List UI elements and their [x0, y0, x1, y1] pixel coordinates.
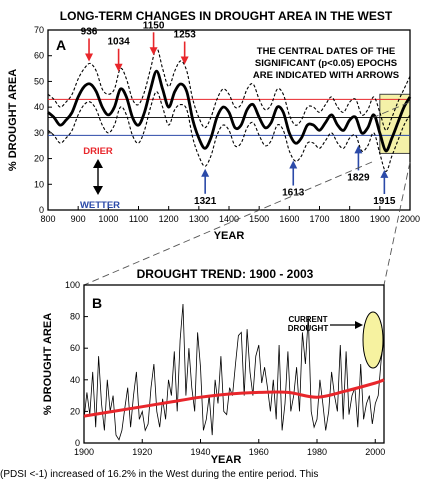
lower-confidence-band	[47, 91, 411, 172]
drought-trend-line	[83, 378, 385, 418]
panel-b-letter: B	[92, 295, 102, 311]
wetter-epoch-arrowhead	[354, 145, 363, 154]
epoch-note-line-2: SIGNIFICANT (p<0.05) EPOCHS	[255, 58, 397, 69]
panel-a-title: LONG-TERM CHANGES IN DROUGHT AREA IN THE…	[60, 9, 393, 23]
panel-a-y-tick-label: 70	[34, 25, 44, 35]
epoch-note-line-1: THE CENTRAL DATES OF THE	[257, 46, 395, 57]
drier-epoch-arrowhead	[149, 47, 158, 56]
figure-caption: (PDSI <-1) increased of 16.2% in the Wes…	[0, 469, 319, 480]
panel-b-y-tick-label: 80	[70, 312, 80, 322]
panel-b-y-tick-label: 60	[70, 343, 80, 353]
current-drought-label-line-1: CURRENT	[288, 315, 327, 324]
panel-b-title: DROUGHT TREND: 1900 - 2003	[137, 267, 314, 281]
panel-a-y-tick-label: 10	[34, 179, 44, 189]
panel-a-letter: A	[56, 37, 66, 53]
panel-b-x-tick-label: 1980	[307, 447, 327, 457]
wetter-epoch-label: 1613	[282, 188, 305, 199]
panel-b: 1900 1920 1940 1960 1980 2000 0 20 40 60 80 100 B C…	[42, 280, 385, 466]
panel-b-y-axis-label: % DROUGHT AREA	[42, 313, 54, 415]
panel-a-x-axis-label: YEAR	[214, 230, 245, 242]
panel-b-x-tick-label: 1940	[190, 447, 210, 457]
wetter-epoch-label: 1321	[194, 196, 217, 207]
wetter-epoch-arrowhead	[289, 160, 298, 169]
annual-drought-series	[83, 303, 385, 441]
panel-a: 800 900 1000 1100 1200 1300 1400 1500 1600 1700 18…	[7, 20, 420, 242]
panel-a-x-tick-label: 1700	[309, 214, 329, 224]
drier-epoch-label: 936	[81, 26, 98, 37]
drier-epoch-arrowhead	[114, 63, 123, 72]
panel-b-y-tick-label: 100	[65, 280, 80, 290]
panel-a-x-tick-label: 1500	[249, 214, 269, 224]
panel-a-x-tick-label: 900	[71, 214, 86, 224]
panel-a-x-tick-label: 1000	[98, 214, 118, 224]
wetter-epoch-arrowhead	[380, 169, 389, 178]
zoom-connector-right	[383, 161, 411, 286]
panel-a-y-tick-label: 60	[34, 51, 44, 61]
panel-b-x-tick-label: 1920	[132, 447, 152, 457]
panel-a-y-tick-label: 50	[34, 76, 44, 86]
current-drought-arrowhead	[355, 321, 363, 329]
panel-a-y-tick-label: 40	[34, 102, 44, 112]
current-drought-oval	[362, 311, 384, 369]
drier-arrowhead	[93, 159, 103, 168]
drier-epoch-label: 1150	[143, 20, 165, 31]
panel-a-x-tick-label: 1800	[340, 214, 360, 224]
wetter-epoch-label: 1915	[373, 196, 396, 207]
drier-epoch-label: 1253	[174, 30, 197, 41]
panel-b-y-tick-label: 20	[70, 406, 80, 416]
wetter-arrowhead	[93, 186, 103, 195]
panel-b-x-axis-label: YEAR	[211, 454, 242, 466]
panel-b-y-tick-label: 0	[75, 438, 80, 448]
panel-a-y-tick-label: 20	[34, 154, 44, 164]
panel-a-x-tick-label: 1200	[159, 214, 179, 224]
zoom-connector-top-left	[371, 101, 411, 119]
panel-a-x-tick-label: 1900	[370, 214, 390, 224]
panel-a-x-tick-label: 1300	[189, 214, 209, 224]
zoom-connector-left	[83, 161, 373, 286]
panel-a-y-tick-label: 30	[34, 128, 44, 138]
drier-epoch-label: 1034	[107, 37, 130, 48]
upper-confidence-band	[47, 47, 411, 131]
drier-label: DRIER	[83, 146, 113, 157]
wetter-epoch-arrowhead	[201, 168, 210, 177]
panel-a-y-tick-label: 0	[39, 205, 44, 215]
panel-a-x-tick-label: 800	[40, 214, 55, 224]
panel-b-y-tick-label: 40	[70, 375, 80, 385]
smoothed-drought-series	[47, 69, 412, 153]
drier-epoch-arrowhead	[180, 56, 189, 65]
drier-epoch-arrowhead	[85, 53, 94, 62]
panel-a-x-tick-label: 1600	[279, 214, 299, 224]
current-drought-label-line-2: DROUGHT	[288, 324, 329, 333]
epoch-note-line-3: ARE INDICATED WITH ARROWS	[253, 70, 399, 81]
panel-a-x-tick-label: 1100	[129, 214, 148, 224]
panel-b-x-tick-label: 1900	[74, 447, 94, 457]
panel-b-x-tick-label: 1960	[249, 447, 269, 457]
panel-b-frame	[83, 284, 385, 444]
panel-a-y-axis-label: % DROUGHT AREA	[7, 69, 19, 171]
wetter-epoch-label: 1829	[347, 172, 370, 183]
panel-b-x-tick-label: 2000	[365, 447, 385, 457]
panel-a-x-tick-label: 1400	[219, 214, 239, 224]
wetter-label: WETTER	[80, 200, 120, 211]
panel-a-x-tick-label: 2000	[400, 214, 420, 224]
